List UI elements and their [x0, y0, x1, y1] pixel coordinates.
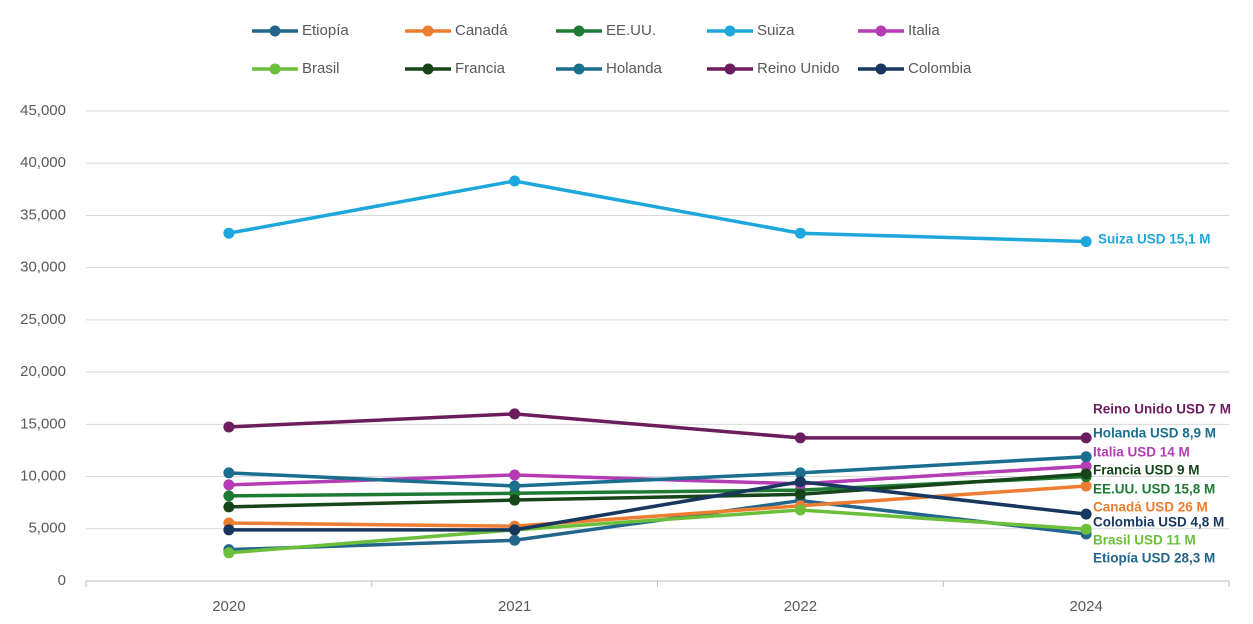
- end-label: Francia USD 9 M: [1093, 463, 1200, 478]
- data-point: [223, 227, 235, 239]
- legend-marker: [269, 63, 281, 75]
- series-line: [228, 454, 1087, 488]
- legend-label: Francia: [455, 60, 506, 77]
- data-point: [1080, 508, 1092, 520]
- data-point: [1080, 432, 1092, 444]
- legend-marker: [875, 63, 887, 75]
- end-label: EE.UU. USD 15,8 M: [1093, 482, 1215, 497]
- series-line: [228, 412, 1087, 440]
- legend-label: Canadá: [455, 22, 508, 39]
- data-point: [794, 432, 806, 444]
- series-line: [228, 480, 1087, 532]
- y-tick-label: 40,000: [20, 154, 66, 171]
- end-label: Italia USD 14 M: [1093, 445, 1190, 460]
- legend-marker: [269, 25, 281, 37]
- data-point: [794, 467, 806, 479]
- legend-label: Italia: [908, 22, 940, 39]
- y-tick-label: 15,000: [20, 415, 66, 432]
- legend-marker: [573, 25, 585, 37]
- data-point: [1080, 236, 1092, 248]
- series-line: [228, 508, 1087, 555]
- y-tick-label: 20,000: [20, 363, 66, 380]
- x-tick-label: 2020: [212, 598, 245, 615]
- data-point: [1080, 468, 1092, 480]
- end-label: Canadá USD 26 M: [1093, 500, 1208, 515]
- legend-label: EE.UU.: [606, 22, 656, 39]
- data-point: [1080, 460, 1092, 472]
- y-tick-label: 30,000: [20, 259, 66, 276]
- data-point: [509, 534, 521, 546]
- data-point: [509, 408, 521, 420]
- series-line: [228, 484, 1087, 528]
- data-point: [223, 524, 235, 536]
- legend-marker: [724, 63, 736, 75]
- end-label: Etiopía USD 28,3 M: [1093, 551, 1215, 566]
- data-point: [509, 494, 521, 506]
- y-tick-label: 5,000: [28, 520, 66, 537]
- legend-marker: [422, 25, 434, 37]
- data-point: [794, 476, 806, 488]
- end-label: Reino Unido USD 7 M: [1093, 402, 1231, 417]
- legend-marker: [573, 63, 585, 75]
- data-point: [223, 467, 235, 479]
- data-point: [223, 547, 235, 559]
- data-point: [223, 490, 235, 502]
- legend-marker: [875, 25, 887, 37]
- data-point: [223, 421, 235, 433]
- data-point: [1080, 480, 1092, 492]
- data-point: [509, 524, 521, 536]
- data-point: [223, 479, 235, 491]
- data-point: [509, 175, 521, 187]
- legend-marker: [724, 25, 736, 37]
- data-point: [794, 504, 806, 516]
- y-tick-label: 35,000: [20, 206, 66, 223]
- data-point: [794, 227, 806, 239]
- legend-marker: [422, 63, 434, 75]
- data-point: [223, 501, 235, 513]
- data-point: [509, 469, 521, 481]
- data-point: [509, 480, 521, 492]
- end-label: Colombia USD 4,8 M: [1093, 515, 1224, 530]
- legend-label: Brasil: [302, 60, 340, 77]
- data-point: [1080, 523, 1092, 535]
- y-tick-label: 10,000: [20, 468, 66, 485]
- legend-label: Reino Unido: [757, 60, 840, 77]
- series-line: [228, 472, 1087, 509]
- end-label: Holanda USD 8,9 M: [1093, 426, 1216, 441]
- legend-label: Colombia: [908, 60, 972, 77]
- end-label: Brasil USD 11 M: [1093, 533, 1196, 548]
- x-tick-label: 2024: [1069, 598, 1102, 615]
- end-label: Suiza USD 15,1 M: [1098, 232, 1211, 247]
- y-tick-label: 45,000: [20, 102, 66, 119]
- data-point: [794, 488, 806, 500]
- y-tick-label: 0: [58, 572, 66, 589]
- legend-label: Holanda: [606, 60, 663, 77]
- x-tick-label: 2022: [784, 598, 817, 615]
- series-line: [228, 179, 1087, 244]
- x-tick-label: 2021: [498, 598, 531, 615]
- y-tick-label: 25,000: [20, 311, 66, 328]
- legend-label: Etiopía: [302, 22, 349, 39]
- legend-label: Suiza: [757, 22, 795, 39]
- data-point: [1080, 451, 1092, 463]
